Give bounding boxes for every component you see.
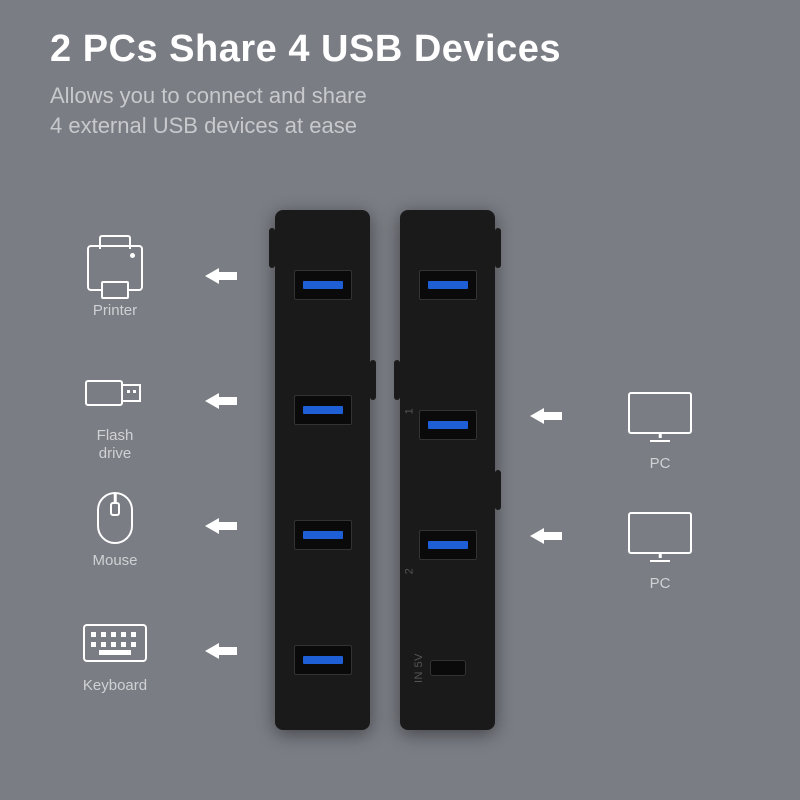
hub-tab	[495, 470, 501, 510]
mouse-icon	[83, 490, 147, 546]
arrow-left-icon	[205, 641, 237, 661]
diagram: 1 2 IN 5V Printer Flash drive Mouse Keyb…	[0, 200, 800, 760]
monitor-icon	[628, 505, 692, 561]
arrow-left-icon	[205, 266, 237, 286]
usb-port	[419, 270, 477, 300]
device-label: Printer	[55, 302, 175, 320]
usb-port	[294, 645, 352, 675]
device-printer: Printer	[55, 240, 175, 320]
device-label: PC	[600, 575, 720, 593]
printer-icon	[83, 240, 147, 296]
header: 2 PCs Share 4 USB Devices Allows you to …	[50, 28, 561, 140]
device-label: Keyboard	[55, 677, 175, 695]
device-label: Flash drive	[55, 427, 175, 463]
arrow-left-icon	[205, 391, 237, 411]
usb-port	[419, 530, 477, 560]
usb-hub-back: 1 2 IN 5V	[400, 210, 495, 730]
flash-drive-icon	[83, 365, 147, 421]
power-label: IN 5V	[413, 653, 425, 683]
device-pc-2: PC	[600, 505, 720, 593]
hub-tab	[269, 228, 275, 268]
hub-tab	[394, 360, 400, 400]
usb-port	[294, 395, 352, 425]
keyboard-icon	[83, 615, 147, 671]
arrow-left-icon	[205, 516, 237, 536]
device-label: Mouse	[55, 552, 175, 570]
subtitle-line-2: 4 external USB devices at ease	[50, 113, 357, 138]
page-title: 2 PCs Share 4 USB Devices	[50, 28, 561, 71]
device-label: PC	[600, 455, 720, 473]
usb-port	[419, 410, 477, 440]
hub-tab	[370, 360, 376, 400]
hub-tab	[495, 228, 501, 268]
device-flash-drive: Flash drive	[55, 365, 175, 463]
device-mouse: Mouse	[55, 490, 175, 570]
micro-usb-port	[430, 660, 466, 676]
arrow-left-icon	[530, 526, 562, 546]
usb-hub-front	[275, 210, 370, 730]
usb-port	[294, 520, 352, 550]
subtitle-line-1: Allows you to connect and share	[50, 83, 367, 108]
arrow-left-icon	[530, 406, 562, 426]
port-number-label: 1	[403, 408, 415, 415]
device-pc-1: PC	[600, 385, 720, 473]
monitor-icon	[628, 385, 692, 441]
port-number-label: 2	[403, 568, 415, 575]
device-keyboard: Keyboard	[55, 615, 175, 695]
usb-port	[294, 270, 352, 300]
page-subtitle: Allows you to connect and share 4 extern…	[50, 81, 561, 140]
